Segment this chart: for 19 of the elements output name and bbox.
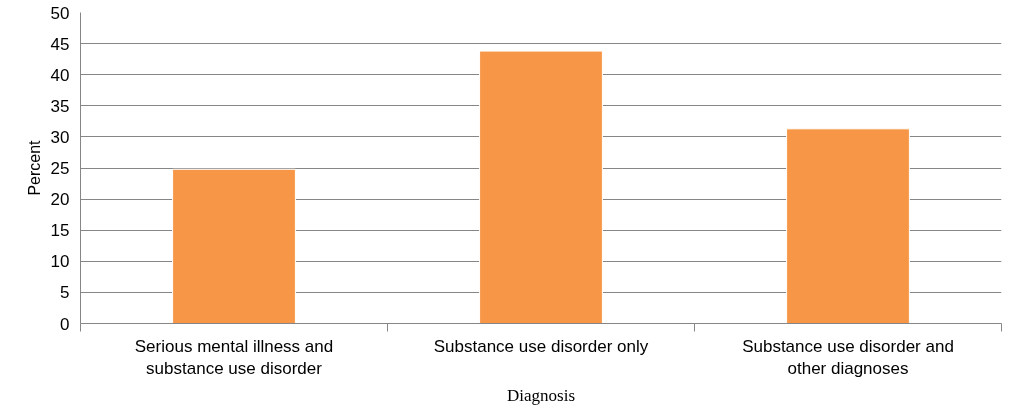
bar bbox=[786, 128, 910, 324]
x-tick-label: Substance use disorder only bbox=[433, 336, 649, 356]
y-tick-label: 30 bbox=[50, 127, 70, 147]
y-tick-label: 10 bbox=[50, 252, 70, 272]
x-tick-label: Serious mental illness and substance use disorder bbox=[134, 336, 334, 379]
bar bbox=[479, 50, 603, 324]
y-tick-label: 25 bbox=[50, 159, 70, 178]
y-tick-label: 40 bbox=[50, 65, 70, 85]
y-tick-label: 5 bbox=[60, 283, 70, 303]
y-tick-label: 35 bbox=[50, 96, 70, 116]
y-tick-label: 50 bbox=[50, 3, 70, 23]
x-tick-label: Substance use disorder and other diagnoses bbox=[742, 336, 954, 379]
y-tick-label: 45 bbox=[50, 34, 70, 54]
bar bbox=[172, 168, 296, 324]
y-axis-title: Percent bbox=[25, 139, 43, 196]
y-tick-label: 20 bbox=[50, 190, 70, 210]
y-tick-label: 0 bbox=[60, 314, 70, 334]
x-axis-title: Diagnosis bbox=[507, 386, 575, 406]
y-tick-label: 15 bbox=[50, 221, 70, 241]
